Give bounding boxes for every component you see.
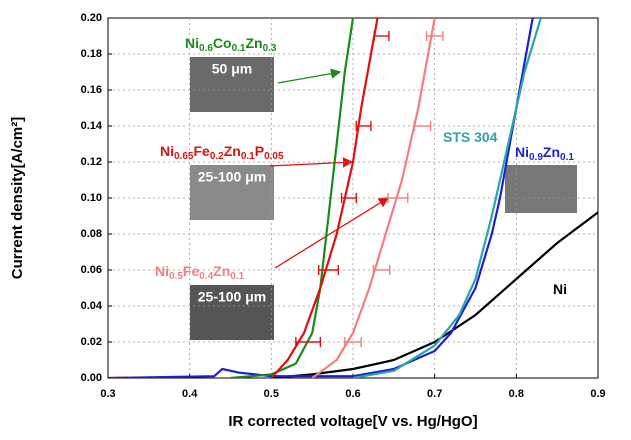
series-label: STS 304 [443, 129, 498, 145]
arrow [277, 68, 342, 84]
error-bar [387, 193, 409, 203]
y-tick-label: 0.12 [81, 156, 102, 168]
error-bar [355, 121, 372, 131]
error-bar [340, 193, 357, 203]
y-tick-label: 0.10 [81, 192, 102, 204]
series-label: Ni0.65Fe0.2Zn0.1P0.05 [160, 143, 284, 162]
y-tick-label: 0.04 [81, 300, 103, 312]
y-tick-label: 0.08 [81, 228, 102, 240]
error-bar [344, 337, 362, 347]
error-bar [372, 265, 391, 275]
y-tick-label: 0.14 [81, 120, 103, 132]
y-tick-label: 0.18 [81, 48, 102, 60]
x-tick-label: 0.6 [345, 388, 360, 400]
series-line [352, 18, 542, 378]
x-tick-label: 0.4 [182, 388, 198, 400]
error-bar [318, 265, 339, 275]
x-tick-label: 0.8 [509, 388, 524, 400]
scale-label: 25-100 μm [198, 169, 267, 185]
x-tick-label: 0.5 [264, 388, 279, 400]
arrow [269, 157, 354, 168]
series-line [270, 18, 379, 378]
sem-inset [190, 57, 274, 112]
arrow [274, 197, 390, 269]
error-bar [295, 337, 322, 347]
series-line [311, 18, 436, 378]
scale-label: 25-100 μm [198, 289, 267, 305]
series-label: Ni [553, 281, 567, 297]
error-bar [425, 31, 444, 41]
y-tick-label: 0.02 [81, 336, 102, 348]
y-tick-label: 0.16 [81, 84, 102, 96]
sem-inset [505, 165, 577, 213]
y-tick-label: 0.00 [81, 372, 102, 384]
x-tick-label: 0.9 [590, 388, 605, 400]
sem-inset [190, 285, 274, 340]
y-tick-label: 0.20 [81, 12, 102, 24]
x-tick-label: 0.7 [427, 388, 442, 400]
y-axis-label: Current density[A/cm²] [9, 117, 26, 280]
series-label: Ni0.9Zn0.1 [515, 144, 574, 163]
series-line [108, 18, 534, 378]
series-line [271, 211, 598, 378]
x-tick-label: 0.3 [100, 388, 115, 400]
x-axis-label: IR corrected voltage[V vs. Hg/HgO] [228, 413, 477, 430]
scale-label: 50 μm [212, 61, 252, 77]
y-tick-label: 0.06 [81, 264, 102, 276]
series-label: Ni0.6Co0.1Zn0.3 [185, 35, 277, 54]
error-bar [413, 121, 432, 131]
series-label: Ni0.5Fe0.4Zn0.1 [155, 263, 245, 282]
error-bar [373, 31, 390, 41]
sem-inset [190, 165, 274, 220]
